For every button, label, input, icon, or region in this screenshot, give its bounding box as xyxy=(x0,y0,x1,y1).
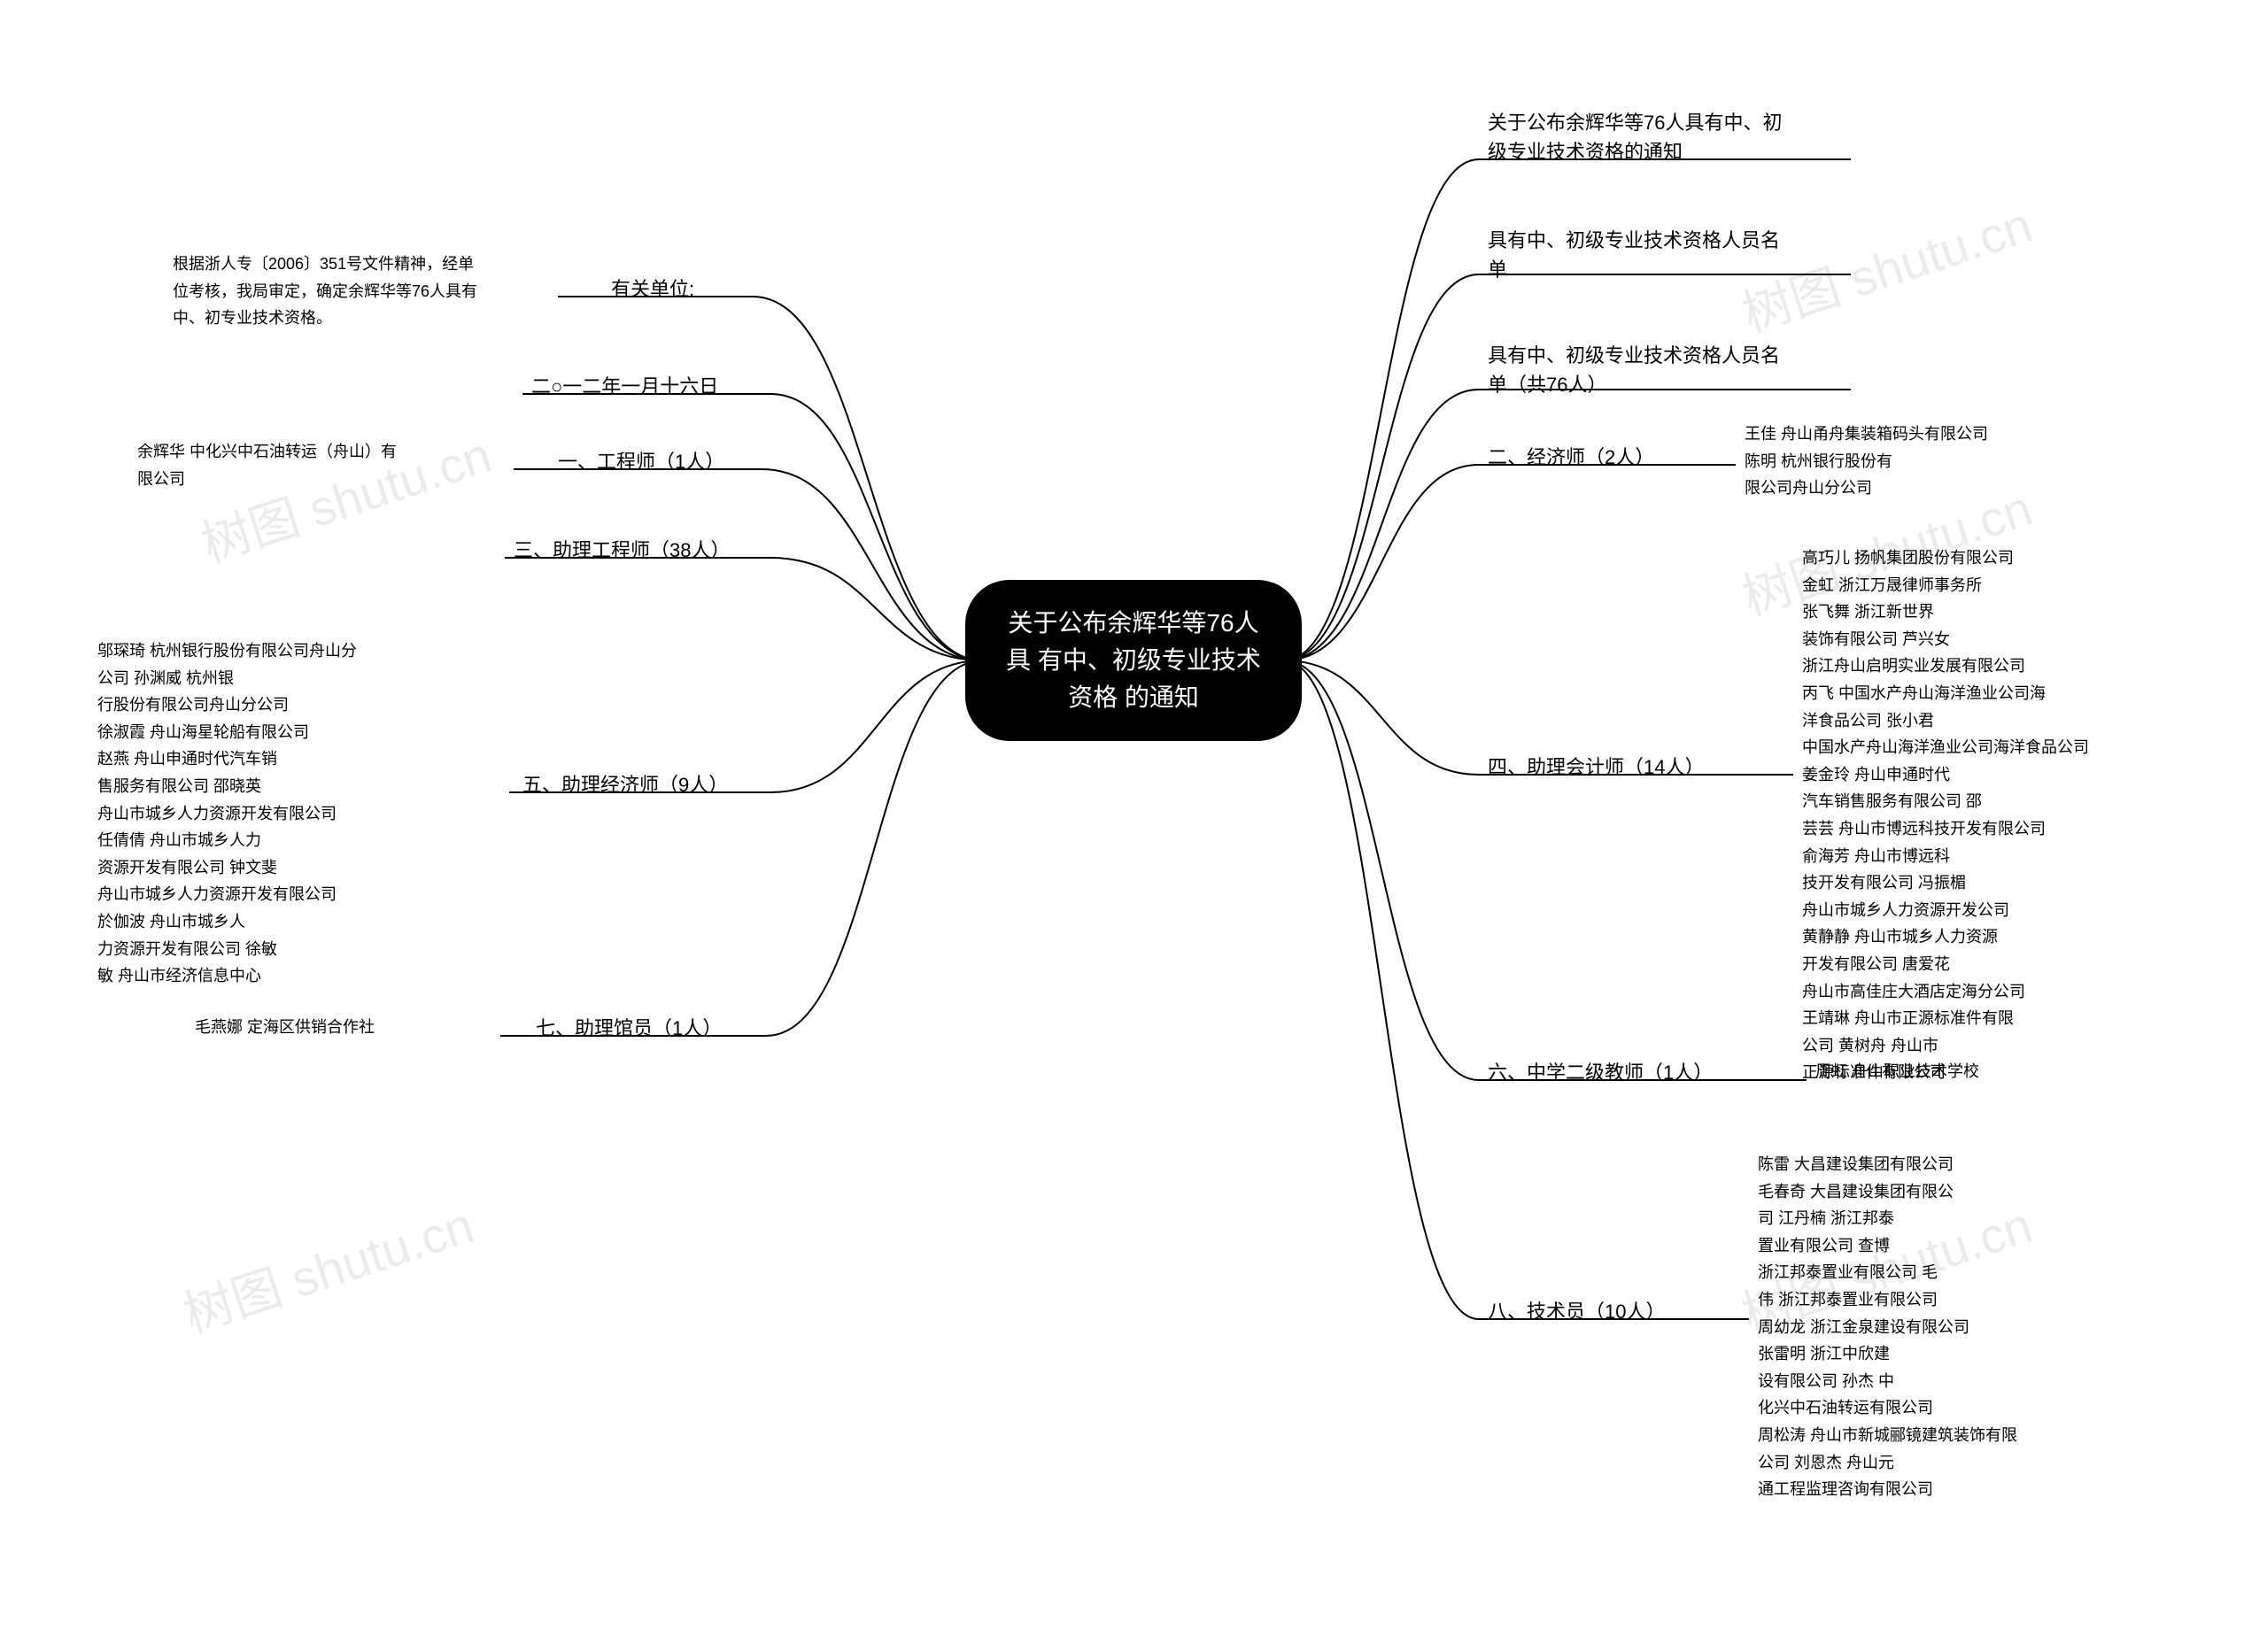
branch-label: 一、工程师（1人） xyxy=(558,447,753,476)
leaf-text: 王佳 舟山甬舟集装箱码头有限公司 陈明 杭州银行股份有 限公司舟山分公司 xyxy=(1745,421,2125,502)
center-text: 关于公布余辉华等76人具 有中、初级专业技术资格 的通知 xyxy=(1006,609,1261,711)
leaf-text: 陈雷 大昌建设集团有限公司 毛春奇 大昌建设集团有限公 司 江丹楠 浙江邦泰 置… xyxy=(1758,1151,2174,1503)
leaf-text: 周虹 舟山职业技术学校 xyxy=(1815,1058,2116,1085)
leaf-text: 邬琛琦 杭州银行股份有限公司舟山分 公司 孙渊威 杭州银 行股份有限公司舟山分公… xyxy=(97,637,505,990)
leaf-text: 毛燕娜 定海区供销合作社 xyxy=(195,1014,496,1041)
branch-label: 关于公布余辉华等76人具有中、初 级专业技术资格的通知 xyxy=(1488,108,1842,166)
leaf-text: 余辉华 中化兴中石油转运（舟山）有 限公司 xyxy=(137,438,509,492)
branch-label: 三、助理工程师（38人） xyxy=(514,536,762,565)
branch-label: 七、助理馆员（1人） xyxy=(536,1014,757,1043)
branch-label: 具有中、初级专业技术资格人员名 单 xyxy=(1488,226,1842,284)
branch-label: 有关单位: xyxy=(611,274,744,304)
branch-label: 二、经济师（2人） xyxy=(1488,443,1691,472)
leaf-text: 高巧儿 扬帆集团股份有限公司 金虹 浙江万晟律师事务所 张飞舞 浙江新世界 装饰… xyxy=(1802,544,2218,1086)
branch-label: 具有中、初级专业技术资格人员名 单（共76人） xyxy=(1488,341,1842,399)
leaf-text: 根据浙人专〔2006〕351号文件精神，经单 位考核，我局审定，确定余辉华等76… xyxy=(173,251,553,332)
branch-label: 六、中学二级教师（1人） xyxy=(1488,1058,1745,1087)
branch-label: 八、技术员（10人） xyxy=(1488,1297,1700,1326)
watermark: 树图 shutu.cn xyxy=(174,1186,482,1347)
center-node: 关于公布余辉华等76人具 有中、初级专业技术资格 的通知 xyxy=(965,580,1302,741)
branch-label: 四、助理会计师（14人） xyxy=(1488,753,1745,782)
branch-label: 五、助理经济师（9人） xyxy=(522,770,762,799)
branch-label: 二○一二年一月十六日 xyxy=(531,372,762,401)
